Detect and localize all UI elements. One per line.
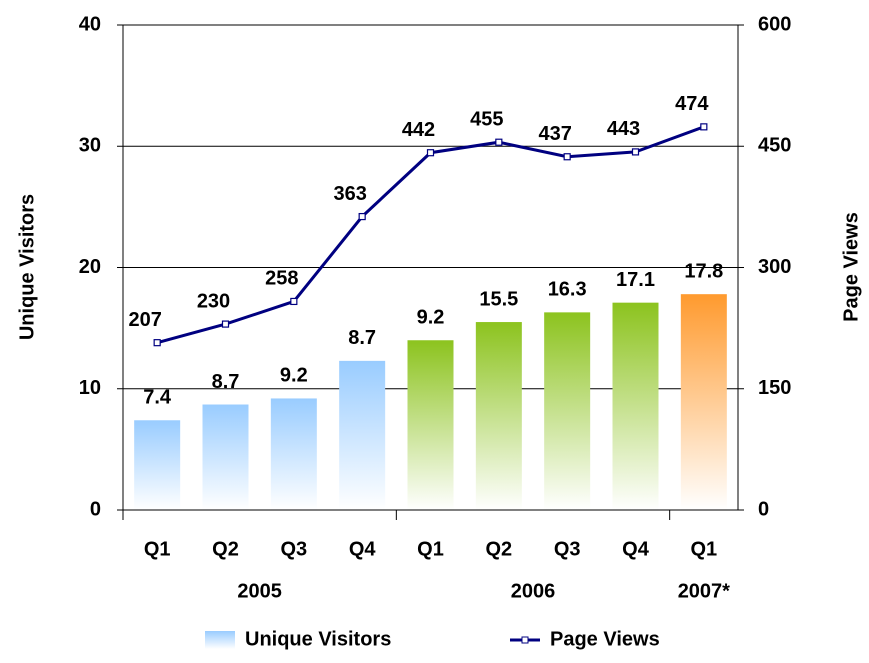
bar-label: 17.1 (616, 269, 655, 291)
x-tick-label: Q3 (554, 538, 581, 560)
bar (407, 340, 454, 510)
x-tick-label: Q2 (212, 538, 239, 560)
legend-label: Page Views (550, 628, 660, 650)
data-label: 474 (675, 93, 709, 115)
data-label: 442 (402, 119, 435, 141)
legend-swatch (205, 631, 235, 649)
y-axis-title: Unique Visitors (16, 194, 38, 340)
bar-label: 7.4 (143, 387, 172, 409)
line-marker (700, 123, 708, 131)
data-label: 437 (538, 123, 571, 145)
x-tick-label: Q4 (622, 538, 650, 560)
bar (339, 360, 386, 510)
y2-tick-label: 150 (758, 377, 791, 399)
bar (202, 404, 249, 510)
bar (680, 294, 727, 510)
data-label: 363 (333, 183, 366, 205)
bar (270, 398, 317, 510)
x-tick-label: Q1 (417, 538, 444, 560)
data-label: 230 (197, 290, 230, 312)
group-label: 2005 (237, 580, 282, 602)
data-label: 258 (265, 268, 298, 290)
line-marker (221, 320, 230, 328)
legend-marker (521, 636, 529, 644)
data-label: 443 (607, 118, 640, 140)
y-tick-label: 0 (90, 498, 101, 520)
line-marker (358, 212, 366, 221)
line-marker (426, 149, 435, 157)
y-tick-label: 30 (79, 135, 101, 157)
bar (544, 312, 591, 510)
line-marker (290, 297, 298, 306)
y2-axis-title: Page Views (840, 212, 862, 322)
bar-label: 9.2 (280, 365, 308, 387)
data-label: 455 (470, 108, 503, 130)
y2-tick-label: 450 (758, 135, 791, 157)
line-marker (631, 148, 640, 156)
bar-label: 9.2 (417, 307, 445, 329)
y2-tick-label: 300 (758, 256, 791, 278)
x-tick-label: Q4 (349, 538, 377, 560)
line-marker (563, 153, 571, 161)
y2-tick-label: 0 (758, 498, 769, 520)
bar-label: 15.5 (479, 288, 518, 310)
bar-label: 17.8 (684, 260, 723, 282)
legend-label: Unique Visitors (245, 628, 391, 650)
group-label: 2007* (678, 580, 730, 602)
bar (134, 420, 181, 510)
bar (612, 302, 659, 510)
bar-label: 16.3 (548, 279, 587, 301)
group-label: 2006 (511, 580, 556, 602)
y-tick-label: 40 (79, 13, 101, 35)
y2-tick-label: 600 (758, 13, 791, 35)
bar-label: 8.7 (212, 371, 240, 393)
line-marker (495, 138, 503, 146)
x-tick-label: Q3 (280, 538, 307, 560)
bar (475, 322, 522, 510)
line-marker (153, 339, 161, 347)
y-tick-label: 10 (79, 377, 101, 399)
y-tick-label: 20 (79, 256, 101, 278)
bar-label: 8.7 (348, 327, 376, 349)
data-label: 207 (128, 309, 161, 331)
x-tick-label: Q1 (144, 538, 171, 560)
x-tick-label: Q1 (690, 538, 717, 560)
x-tick-label: Q2 (485, 538, 512, 560)
